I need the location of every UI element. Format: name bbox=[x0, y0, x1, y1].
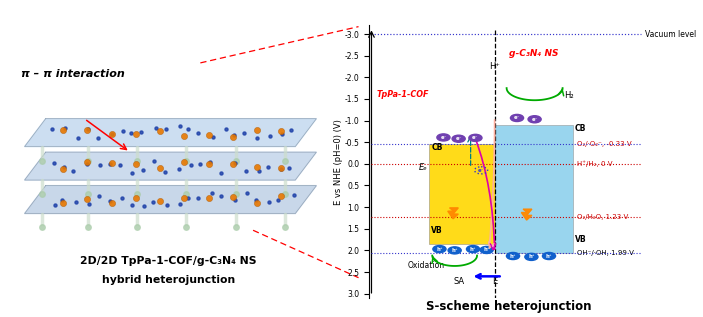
Polygon shape bbox=[25, 119, 316, 146]
Circle shape bbox=[506, 252, 520, 260]
Text: E: E bbox=[492, 277, 497, 286]
Circle shape bbox=[480, 246, 494, 254]
Text: CB: CB bbox=[432, 143, 443, 152]
Text: h⁺: h⁺ bbox=[528, 254, 535, 259]
Circle shape bbox=[452, 135, 465, 142]
Text: hybrid heterojunction: hybrid heterojunction bbox=[102, 275, 236, 285]
Polygon shape bbox=[25, 152, 316, 180]
Bar bbox=[429, 144, 495, 244]
Y-axis label: E vs NHE (pH=0) (V): E vs NHE (pH=0) (V) bbox=[334, 119, 343, 204]
Circle shape bbox=[467, 246, 479, 253]
Text: e⁻: e⁻ bbox=[514, 115, 520, 120]
Text: π – π interaction: π – π interaction bbox=[21, 69, 125, 79]
Text: h⁺: h⁺ bbox=[546, 254, 553, 258]
Text: h⁺: h⁺ bbox=[510, 254, 516, 258]
Text: CB: CB bbox=[574, 124, 586, 133]
Text: e⁻: e⁻ bbox=[472, 135, 479, 140]
Circle shape bbox=[510, 114, 524, 121]
Text: Vacuum level: Vacuum level bbox=[645, 29, 696, 38]
Text: e⁻: e⁻ bbox=[478, 168, 484, 173]
Bar bbox=[495, 125, 573, 253]
Polygon shape bbox=[448, 208, 458, 219]
Polygon shape bbox=[522, 209, 532, 220]
Text: OH⁻/·OH, 1.99 V: OH⁻/·OH, 1.99 V bbox=[577, 249, 634, 256]
Circle shape bbox=[433, 246, 446, 253]
Text: h⁺: h⁺ bbox=[484, 248, 490, 252]
Polygon shape bbox=[25, 186, 316, 214]
Text: O₂/·O₂⁻, -0.33 V: O₂/·O₂⁻, -0.33 V bbox=[577, 141, 631, 147]
Circle shape bbox=[525, 253, 538, 261]
Text: VB: VB bbox=[574, 235, 586, 244]
Text: Eₑ: Eₑ bbox=[419, 163, 427, 172]
Circle shape bbox=[437, 134, 450, 141]
Text: H₂: H₂ bbox=[565, 91, 574, 100]
Text: e⁻: e⁻ bbox=[440, 135, 446, 140]
Text: e⁻: e⁻ bbox=[531, 117, 538, 122]
Circle shape bbox=[543, 252, 555, 260]
Text: VB: VB bbox=[432, 226, 443, 235]
Text: Oxidation: Oxidation bbox=[408, 261, 444, 270]
Text: SA: SA bbox=[454, 277, 465, 286]
Text: H⁺/H₂, 0 V: H⁺/H₂, 0 V bbox=[577, 160, 612, 167]
Text: H⁺: H⁺ bbox=[489, 61, 500, 71]
Text: h⁺: h⁺ bbox=[470, 247, 476, 252]
Circle shape bbox=[448, 247, 461, 254]
Text: e⁻: e⁻ bbox=[456, 136, 462, 141]
Text: O₂/H₂O, 1.23 V: O₂/H₂O, 1.23 V bbox=[577, 214, 628, 220]
Text: h⁺: h⁺ bbox=[451, 248, 458, 253]
Text: h⁺: h⁺ bbox=[436, 247, 443, 252]
Text: TpPa-1-COF: TpPa-1-COF bbox=[377, 90, 430, 99]
Text: g-C₃N₄ NS: g-C₃N₄ NS bbox=[509, 49, 559, 58]
Text: S-scheme heterojunction: S-scheme heterojunction bbox=[426, 300, 592, 313]
Text: 2D/2D TpPa-1-COF/g-C₃N₄ NS: 2D/2D TpPa-1-COF/g-C₃N₄ NS bbox=[80, 256, 257, 266]
Circle shape bbox=[469, 134, 482, 141]
Circle shape bbox=[528, 116, 541, 123]
